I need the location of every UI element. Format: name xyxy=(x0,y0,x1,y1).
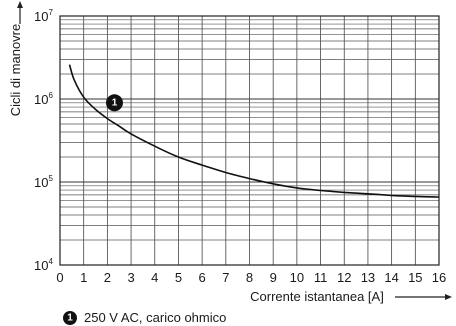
y-tick-labels: 104 105 106 107 xyxy=(34,8,53,273)
y-tick-label: 107 xyxy=(34,8,53,24)
y-tick-label: 106 xyxy=(34,91,53,107)
y-tick-label: 104 xyxy=(34,257,53,273)
y-axis-arrow xyxy=(17,1,23,24)
x-tick-label: 5 xyxy=(175,270,182,285)
legend-marker-number: 1 xyxy=(67,313,73,324)
x-tick-label: 2 xyxy=(104,270,111,285)
x-tick-label: 16 xyxy=(432,270,446,285)
y-tick-label: 105 xyxy=(34,174,53,190)
x-tick-label: 6 xyxy=(199,270,206,285)
series-line xyxy=(68,64,440,198)
x-tick-label: 1 xyxy=(80,270,87,285)
x-tick-label: 0 xyxy=(56,270,63,285)
series-marker-number: 1 xyxy=(112,97,118,108)
x-tick-label: 13 xyxy=(361,270,375,285)
x-tick-labels: 0 1 2 3 4 5 6 7 8 9 10 11 12 13 14 15 16 xyxy=(56,270,446,285)
series-marker-circle xyxy=(105,94,123,112)
legend-marker-circle xyxy=(63,311,77,325)
x-tick-label: 9 xyxy=(270,270,277,285)
x-tick-label: 8 xyxy=(246,270,253,285)
legend: 1 250 V AC, carico ohmico xyxy=(63,310,226,325)
x-tick-label: 14 xyxy=(384,270,398,285)
y-axis-label: Cicli di manovre xyxy=(8,24,23,116)
x-axis-arrow xyxy=(395,294,452,300)
x-tick-label: 7 xyxy=(222,270,229,285)
x-tick-label: 11 xyxy=(314,270,328,285)
x-tick-label: 15 xyxy=(408,270,422,285)
x-tick-label: 10 xyxy=(290,270,304,285)
grid xyxy=(60,16,439,265)
x-tick-label: 4 xyxy=(151,270,158,285)
series-marker: 1 xyxy=(105,94,123,112)
legend-text: 250 V AC, carico ohmico xyxy=(84,310,226,325)
x-tick-label: 12 xyxy=(337,270,351,285)
plot-frame xyxy=(59,15,440,266)
x-tick-label: 3 xyxy=(127,270,134,285)
x-axis-label: Corrente istantanea [A] xyxy=(250,289,384,304)
